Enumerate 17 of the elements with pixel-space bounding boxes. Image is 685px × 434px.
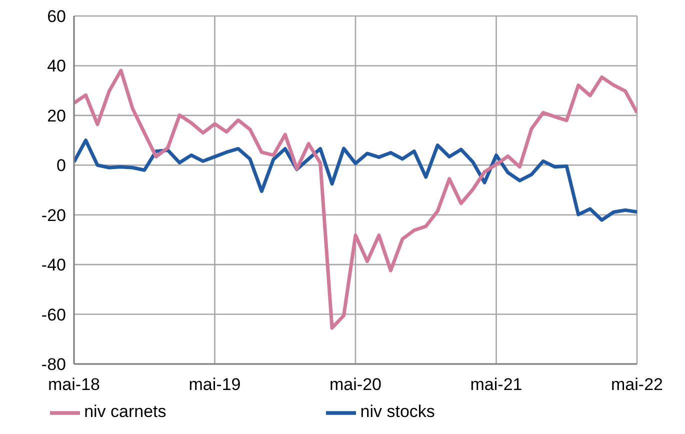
- y-tick-label: 60: [47, 7, 66, 26]
- x-tick-label: mai-19: [188, 375, 241, 394]
- y-tick-label: 40: [47, 56, 66, 76]
- x-tick-label: mai-22: [611, 375, 663, 394]
- legend-label: niv carnets: [84, 402, 166, 422]
- y-tick-label: -20: [41, 206, 66, 225]
- x-tick-label: mai-20: [330, 375, 382, 394]
- x-tick-label: mai-21: [470, 375, 522, 394]
- y-tick-label: -80: [41, 355, 66, 374]
- x-tick-label: mai-18: [48, 375, 100, 394]
- legend-label: niv stocks: [360, 402, 435, 422]
- y-tick-label: 0: [56, 156, 66, 176]
- line-series: [74, 68, 637, 330]
- y-tick-label: -60: [41, 305, 66, 324]
- line-series: [74, 138, 637, 222]
- y-tick-label: -40: [41, 256, 66, 275]
- y-tick-label: 20: [47, 106, 66, 126]
